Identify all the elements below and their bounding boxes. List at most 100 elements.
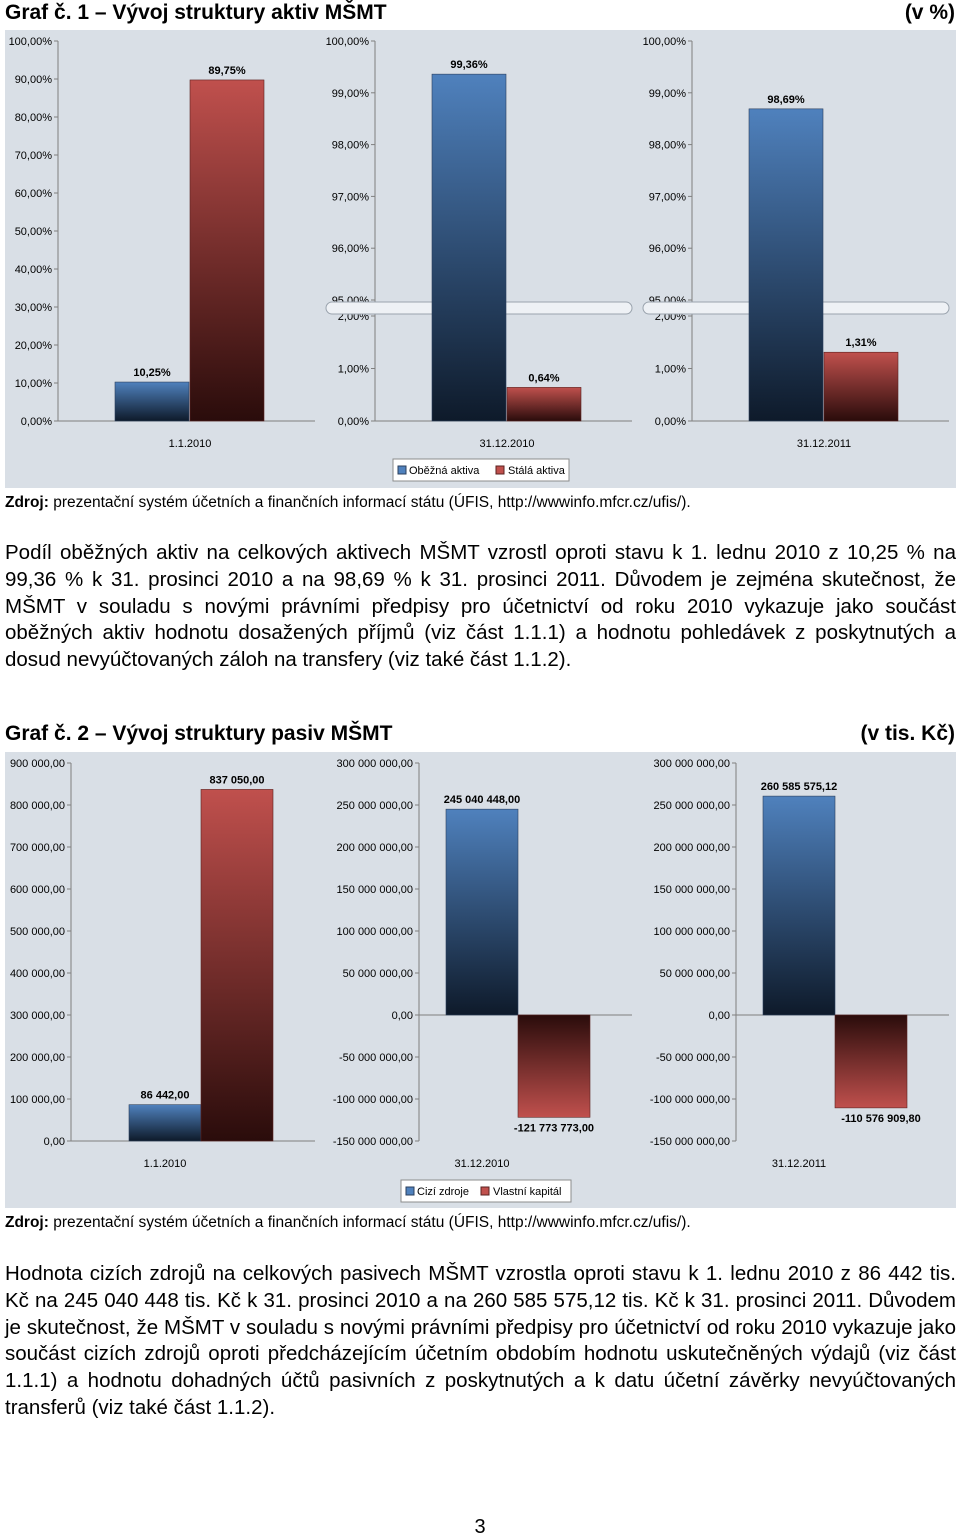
y-tick-label: 1,00% [338, 364, 369, 376]
y-tick-label: 300 000 000,00 [654, 758, 730, 770]
y-tick-label: 30,00% [15, 302, 53, 314]
x-tick-label: 31.12.2011 [797, 438, 851, 450]
y-tick-label: -150 000 000,00 [650, 1136, 730, 1148]
y-tick-label: -50 000 000,00 [339, 1052, 413, 1064]
y-tick-label: 150 000 000,00 [337, 884, 413, 896]
y-tick-label: 96,00% [649, 243, 687, 255]
y-tick-label: 200 000 000,00 [337, 842, 413, 854]
y-tick-label: 250 000 000,00 [654, 800, 730, 812]
legend-swatch-series2 [495, 465, 505, 475]
y-tick-label: 0,00 [392, 1010, 413, 1022]
y-tick-label: 80,00% [15, 112, 53, 124]
y-tick-label: 100,00% [326, 36, 370, 48]
y-tick-label: 700 000,00 [10, 842, 65, 854]
data-label: 10,25% [133, 367, 171, 379]
y-tick-label: 0,00% [21, 416, 52, 428]
source-text: prezentační systém účetních a finančních… [48, 1214, 691, 1231]
bar-series1 [128, 1104, 202, 1142]
y-tick-label: 200 000,00 [10, 1052, 65, 1064]
paragraph-1: Podíl oběžných aktiv na celkových aktive… [5, 541, 956, 672]
y-tick-label: 800 000,00 [10, 800, 65, 812]
y-tick-label: 50 000 000,00 [660, 968, 730, 980]
bar-series1 [762, 795, 836, 1016]
source-text: prezentační systém účetních a finančních… [48, 494, 691, 511]
legend-swatch-series1 [405, 1186, 415, 1196]
data-label: 98,69% [767, 94, 805, 106]
y-tick-label: 10,00% [15, 378, 53, 390]
chart2-svg: 0,00 100 000,00 200 000,00 300 000,00 400 00… [5, 752, 956, 1208]
y-tick-label: -100 000 000,00 [650, 1094, 730, 1106]
bar-series1 [445, 808, 519, 1016]
chart2-area: 0,00 100 000,00 200 000,00 300 000,00 400 00… [5, 752, 956, 1208]
y-tick-label: 200 000 000,00 [654, 842, 730, 854]
chart1-panel: 0,00% 10,00% 20,00% 30,00% 40,00% 50,00% 60,00… [9, 36, 315, 450]
y-tick-label: 100 000 000,00 [654, 926, 730, 938]
y-tick-label: 1,00% [655, 364, 686, 376]
y-tick-label: 70,00% [15, 150, 53, 162]
y-tick-label: 50 000 000,00 [343, 968, 413, 980]
data-label: 86 442,00 [141, 1090, 190, 1102]
data-label: 89,75% [208, 65, 246, 77]
y-tick-label: 97,00% [649, 191, 687, 203]
bar-series2 [506, 387, 582, 422]
chart1-unit: (v %) [904, 1, 955, 24]
chart2-title: Graf č. 2 – Vývoj struktury pasiv MŠMT [5, 722, 393, 745]
chart2-source: Zdroj: prezentační systém účetních a fin… [5, 1214, 691, 1232]
bar-series2 [823, 351, 899, 422]
y-tick-label: 0,00% [655, 416, 686, 428]
chart2-unit: (v tis. Kč) [860, 722, 955, 745]
y-tick-label: 0,00 [709, 1010, 730, 1022]
data-label: 99,36% [450, 59, 488, 71]
chart1-title: Graf č. 1 – Vývoj struktury aktiv MŠMT [5, 1, 387, 24]
legend-label-series1: Oběžná aktiva [409, 465, 480, 477]
legend-swatch-series1 [397, 465, 407, 475]
chart2-panel: 0,00 100 000,00 200 000,00 300 000,00 400 00… [10, 758, 315, 1170]
chart1-panel: 0,00%1,00%2,00%95,00%96,00%97,00%98,00%9… [642, 36, 950, 450]
y-tick-label: 99,00% [332, 88, 370, 100]
legend-swatch-series2 [480, 1186, 490, 1196]
y-tick-label: 500 000,00 [10, 926, 65, 938]
y-tick-label: 100 000,00 [10, 1094, 65, 1106]
chart1-area: 0,00% 10,00% 20,00% 30,00% 40,00% 50,00% 60,00… [5, 30, 956, 488]
bar-series1 [114, 381, 190, 422]
y-tick-label: 40,00% [15, 264, 53, 276]
y-tick-label: 98,00% [649, 140, 687, 152]
chart2-heading: Graf č. 2 – Vývoj struktury pasiv MŠMT (… [5, 722, 955, 746]
chart1-source: Zdroj: prezentační systém účetních a fin… [5, 494, 691, 512]
bar-series2 [200, 789, 274, 1142]
y-tick-label: 600 000,00 [10, 884, 65, 896]
y-tick-label: 400 000,00 [10, 968, 65, 980]
chart1-panel: 0,00%1,00%2,00%95,00%96,00%97,00%98,00%9… [325, 36, 633, 450]
bar-series2 [189, 79, 265, 422]
y-tick-label: 90,00% [15, 74, 53, 86]
data-label: -121 773 773,00 [514, 1122, 594, 1134]
legend: Oběžná aktiva Stálá aktiva [392, 458, 570, 482]
data-label: 837 050,00 [209, 774, 264, 786]
paragraph-2: Hodnota cizích zdrojů na celkových pasiv… [5, 1262, 956, 1419]
data-label: -110 576 909,80 [841, 1113, 921, 1125]
bar-series1 [748, 108, 824, 422]
data-label: 0,64% [528, 372, 559, 384]
page-number: 3 [474, 1516, 486, 1538]
x-tick-label: 31.12.2011 [772, 1158, 826, 1170]
x-tick-label: 1.1.2010 [144, 1158, 187, 1170]
y-tick-label: 300 000 000,00 [337, 758, 413, 770]
y-tick-label: 60,00% [15, 188, 53, 200]
data-label: 245 040 448,00 [444, 794, 520, 806]
y-tick-label: 96,00% [332, 243, 370, 255]
chart1-svg: 0,00% 10,00% 20,00% 30,00% 40,00% 50,00% 60,00… [5, 30, 956, 488]
y-tick-label: 0,00 [44, 1136, 65, 1148]
y-tick-label: 20,00% [15, 340, 53, 352]
source-label: Zdroj: [5, 1214, 49, 1231]
y-tick-label: 100,00% [9, 36, 53, 48]
data-label: 1,31% [845, 337, 876, 349]
y-tick-label: 250 000 000,00 [337, 800, 413, 812]
y-tick-label: 0,00% [338, 416, 369, 428]
y-tick-label: 900 000,00 [10, 758, 65, 770]
legend-label-series2: Stálá aktiva [508, 465, 566, 477]
legend-label-series2: Vlastní kapitál [493, 1186, 561, 1198]
chart2-panel: -150 000 000,00 -100 000 000,00 -50 000 00… [650, 758, 949, 1170]
x-tick-label: 31.12.2010 [479, 438, 534, 450]
legend-label-series1: Cizí zdroje [417, 1186, 469, 1198]
source-label: Zdroj: [5, 494, 49, 511]
